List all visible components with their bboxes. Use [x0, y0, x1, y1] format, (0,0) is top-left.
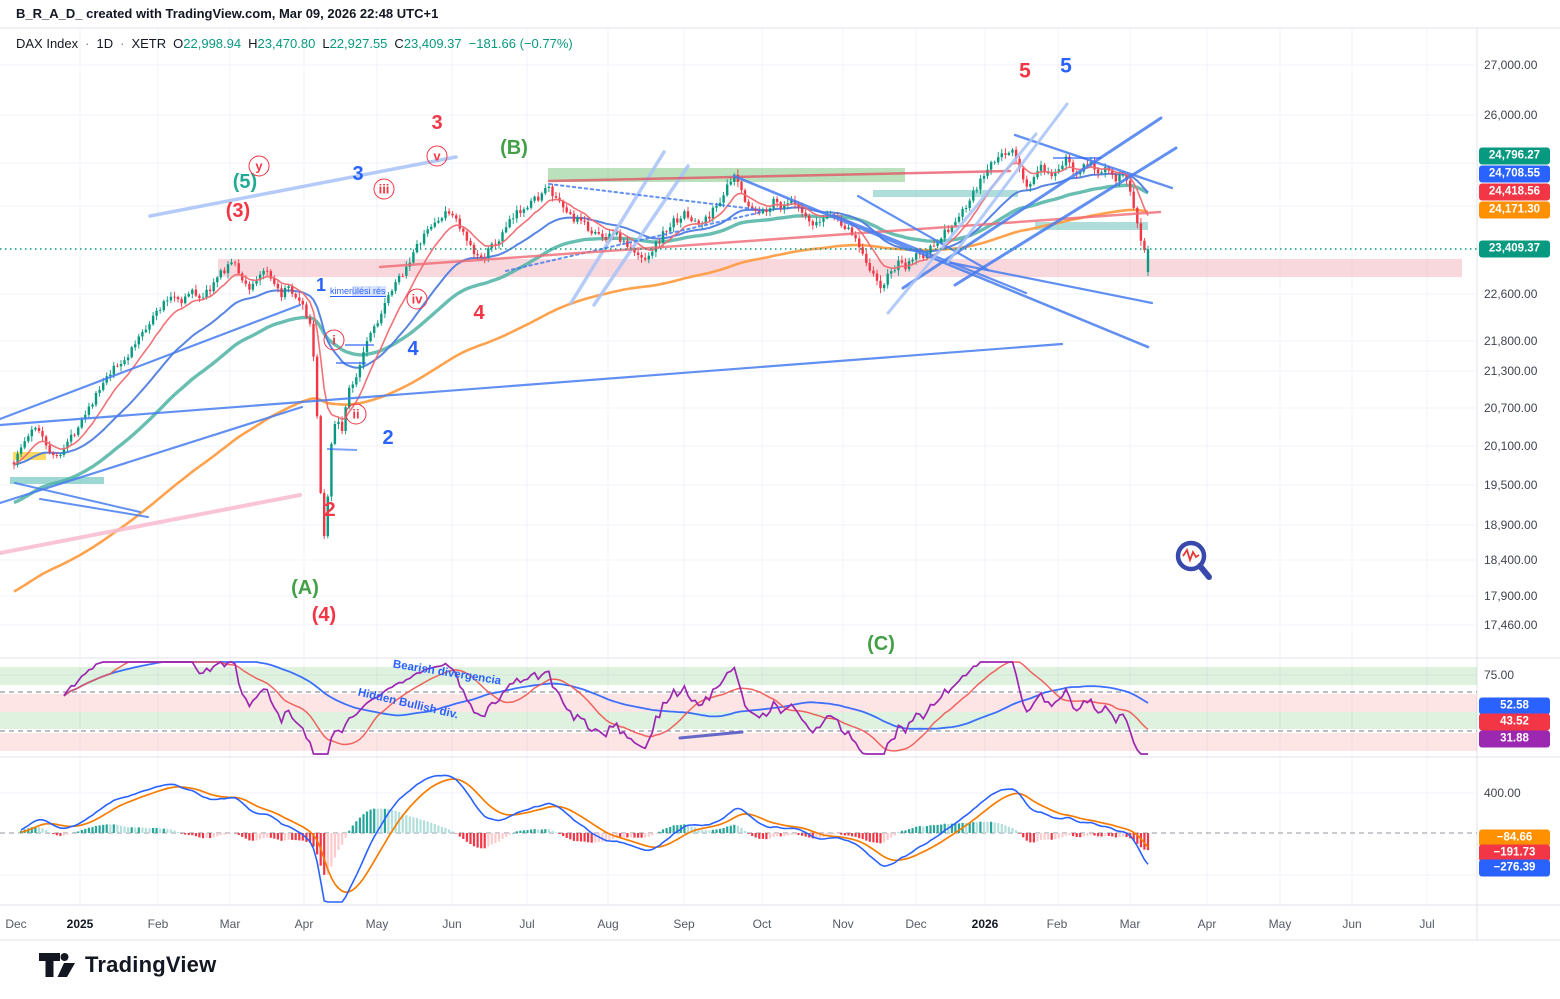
trendline[interactable] [548, 183, 763, 211]
trendline[interactable] [505, 211, 763, 272]
trendline[interactable] [856, 194, 990, 272]
yellow-zone-left[interactable] [13, 452, 46, 460]
ohlc-h: H23,470.80 [248, 36, 316, 51]
tradingview-logo-icon [39, 953, 75, 977]
trendline[interactable] [953, 146, 1178, 287]
ohlc-l: L22,927.55 [322, 36, 388, 51]
measure-segment[interactable] [326, 448, 358, 451]
exchange: XETR [131, 36, 167, 51]
ohlc-o: O22,998.94 [173, 36, 242, 51]
rsi-trendline[interactable] [678, 730, 744, 740]
teal-zone-mid[interactable] [873, 190, 1018, 197]
separator: · [85, 36, 90, 51]
trendline[interactable] [14, 482, 141, 513]
trendline[interactable] [886, 132, 1038, 315]
trendline[interactable] [946, 102, 1069, 264]
tradingview-logo-text: TradingView [85, 952, 217, 977]
symbol-name: DAX Index [16, 36, 79, 51]
timeframe: 1D [96, 36, 114, 51]
macd-line[interactable] [20, 774, 1149, 903]
change-value: −181.66 (−0.77%) [468, 36, 573, 51]
macd-signal-line[interactable] [20, 778, 1149, 894]
chart-header-attribution: B_R_A_D_ created with TradingView.com, M… [16, 6, 439, 21]
ma-teal-line[interactable] [13, 183, 1149, 505]
trendline[interactable] [0, 303, 302, 421]
trendline[interactable] [378, 210, 1162, 269]
rsi-ma-line[interactable] [63, 661, 1149, 752]
rsi-line[interactable] [63, 660, 1148, 755]
trendline[interactable] [0, 493, 302, 555]
trendline[interactable] [569, 150, 666, 305]
trendline[interactable] [148, 155, 458, 218]
trendline[interactable] [0, 405, 304, 505]
teal-zone-left[interactable] [10, 477, 104, 484]
separator: · [120, 36, 125, 51]
ohlc-c: C23,409.37 [394, 36, 462, 51]
symbol-legend[interactable]: DAX Index · 1D · XETR O22,998.94 H23,470.80 L22… [16, 36, 573, 51]
magnifier-icon[interactable] [1175, 540, 1207, 572]
rsi-slow-ma-line[interactable] [63, 661, 1149, 730]
tradingview-logo: TradingView [38, 951, 216, 979]
teal-zone-right[interactable] [1035, 222, 1148, 230]
trendline[interactable] [901, 116, 1163, 290]
pink-support-band[interactable] [218, 259, 1462, 277]
trendline[interactable] [39, 498, 149, 518]
trendline[interactable] [831, 213, 1028, 295]
trendline[interactable] [547, 169, 1012, 183]
trendline[interactable] [592, 164, 690, 307]
trendline[interactable] [0, 342, 1064, 427]
ma-red-line[interactable] [13, 162, 1149, 466]
